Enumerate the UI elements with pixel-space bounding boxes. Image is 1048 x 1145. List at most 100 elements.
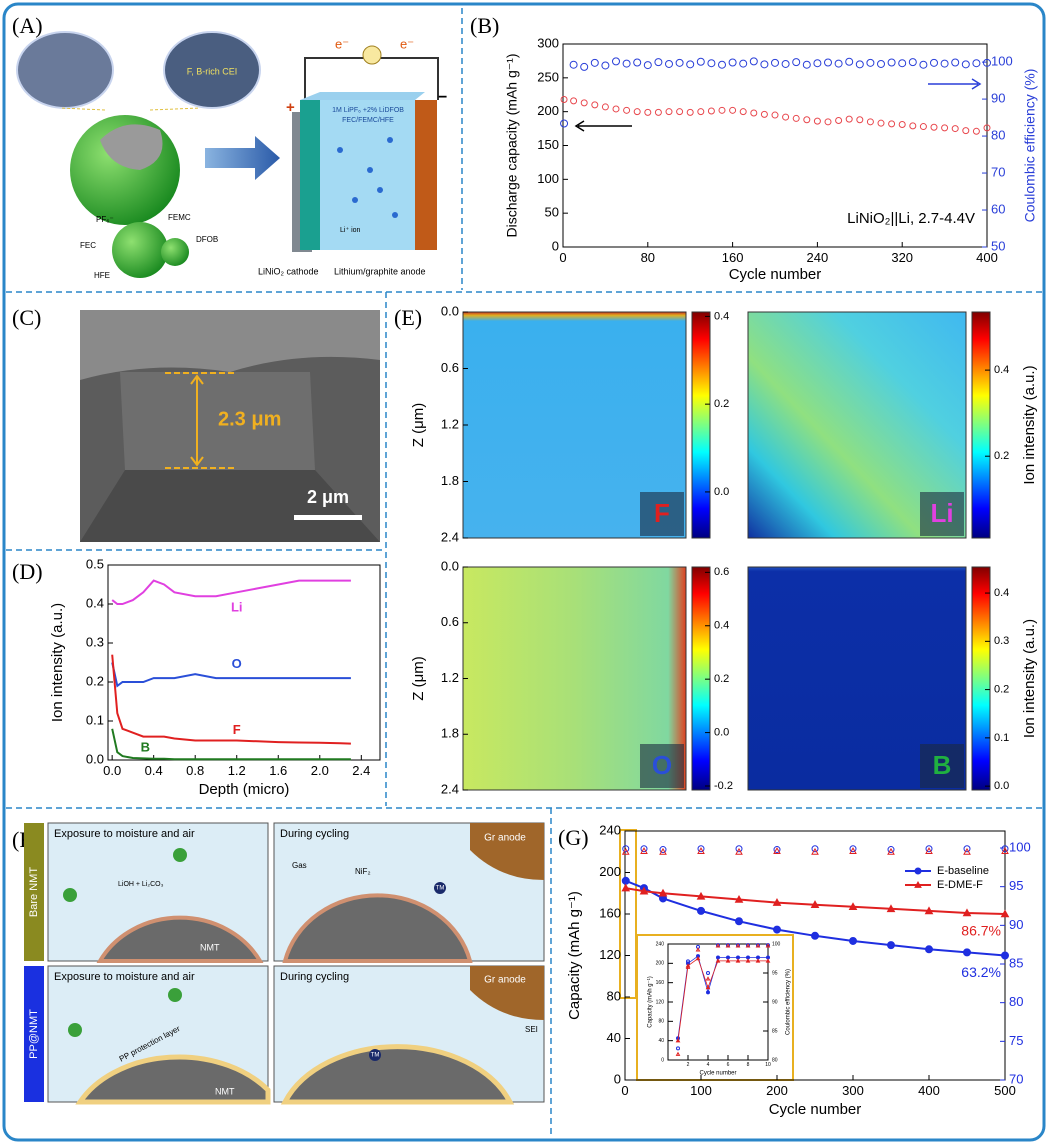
y-tick-label: 0.0 [441, 558, 459, 573]
x-tick-label: 2 [687, 1062, 690, 1068]
y2-tick-label: 0.3 [994, 635, 1009, 647]
y-tick-label: 2.4 [441, 781, 459, 796]
marker [750, 109, 758, 117]
y2-tick-label: 0.6 [714, 566, 729, 578]
marker [739, 59, 748, 68]
marker [570, 97, 578, 105]
y-tick-label: 0.3 [86, 634, 104, 649]
residue-label: LiOH + Li₂CO₃ [118, 881, 164, 888]
scene-title: Exposure to moisture and air [54, 828, 195, 840]
y-tick-label: 300 [537, 35, 559, 50]
marker [725, 958, 731, 963]
marker [887, 58, 896, 67]
y-tick-label: 0 [614, 1071, 621, 1086]
marker [612, 105, 620, 113]
series-line [677, 957, 768, 1041]
y-tick-label: 150 [537, 137, 559, 152]
x-axis-label: Depth (micro) [199, 781, 290, 798]
marker [951, 125, 959, 133]
marker [983, 58, 991, 67]
marker [919, 123, 927, 131]
y-axis-label: Discharge capacity (mAh g⁻¹) [504, 53, 520, 237]
colorbar [971, 311, 991, 539]
y-axis-label: Ion intensity (a.u.) [49, 603, 66, 722]
y-tick-label: 250 [537, 69, 559, 84]
thickness-guide [165, 372, 235, 469]
panel-label: (C) [12, 305, 41, 330]
marker [659, 846, 667, 854]
marker [706, 990, 710, 995]
marker [760, 60, 769, 69]
thickness-label: 2.3 μm [218, 408, 281, 430]
y-tick-label: 80 [658, 1019, 664, 1025]
marker [930, 123, 938, 131]
marker [940, 59, 949, 68]
marker [706, 971, 710, 975]
particle-label: NMT [215, 1086, 235, 1096]
marker [765, 958, 771, 963]
marker [654, 58, 663, 67]
y-tick-label: 0.0 [86, 751, 104, 766]
series-line [677, 955, 768, 1039]
marker [580, 62, 589, 71]
gas-label: Gas [292, 861, 307, 870]
marker [715, 943, 721, 948]
y-tick-label: 1.8 [441, 473, 459, 488]
marker [811, 845, 819, 853]
element-badge [920, 744, 964, 788]
y-axis-label: Capacity (mAh g⁻¹) [648, 976, 654, 1028]
marker [728, 58, 737, 67]
marker [855, 60, 864, 69]
colorbar [691, 566, 711, 791]
element-badge [640, 492, 684, 536]
marker [686, 60, 695, 69]
marker [695, 947, 701, 952]
marker [659, 847, 667, 855]
legend-label: E-DME-F [937, 879, 983, 891]
marker [771, 111, 779, 119]
row-strip [24, 966, 44, 1102]
nif2-label: NiF₂ [355, 867, 371, 876]
panel-label: (G) [558, 825, 589, 850]
marker [697, 845, 705, 853]
electrolyte [320, 100, 415, 250]
electrolyte-label: 1M LiPF₆ +2% LiDFOB [332, 107, 404, 114]
li-ion-label: Li⁺ ion [340, 227, 361, 234]
marker [908, 58, 917, 67]
marker [695, 955, 701, 961]
marker [735, 958, 741, 963]
y-tick-label: 120 [656, 999, 665, 1005]
marker [849, 847, 857, 855]
marker [963, 847, 971, 855]
marker [739, 108, 747, 116]
thickness-arrow [190, 374, 204, 467]
x-tick-label: 400 [976, 250, 998, 265]
marker [811, 931, 819, 940]
particle [112, 222, 168, 278]
panel-label: (A) [12, 13, 43, 38]
marker [866, 118, 874, 126]
marker [707, 107, 715, 115]
marker [772, 898, 782, 906]
marker [856, 116, 864, 124]
colorbar [971, 566, 991, 791]
x-tick-label: 0.8 [186, 763, 204, 778]
marker [771, 58, 779, 67]
y2-tick-label: 80 [1009, 994, 1023, 1009]
marker [749, 57, 758, 66]
x-tick-label: 6 [727, 1062, 730, 1068]
y2-tick-label: 0.4 [714, 310, 729, 322]
x-axis-label: Cycle number [699, 1071, 736, 1077]
marker [658, 888, 668, 897]
marker [735, 943, 741, 948]
legend-label: E-baseline [937, 865, 989, 877]
marker [675, 1038, 681, 1043]
y-axis-label: Z (μm) [410, 403, 427, 447]
molecule: FEC [80, 241, 96, 250]
series-line [111, 579, 351, 605]
marker [810, 900, 820, 908]
marker [590, 58, 599, 67]
solvent-label: FEC/FEMC/HFE [342, 117, 394, 124]
marker [705, 976, 711, 981]
